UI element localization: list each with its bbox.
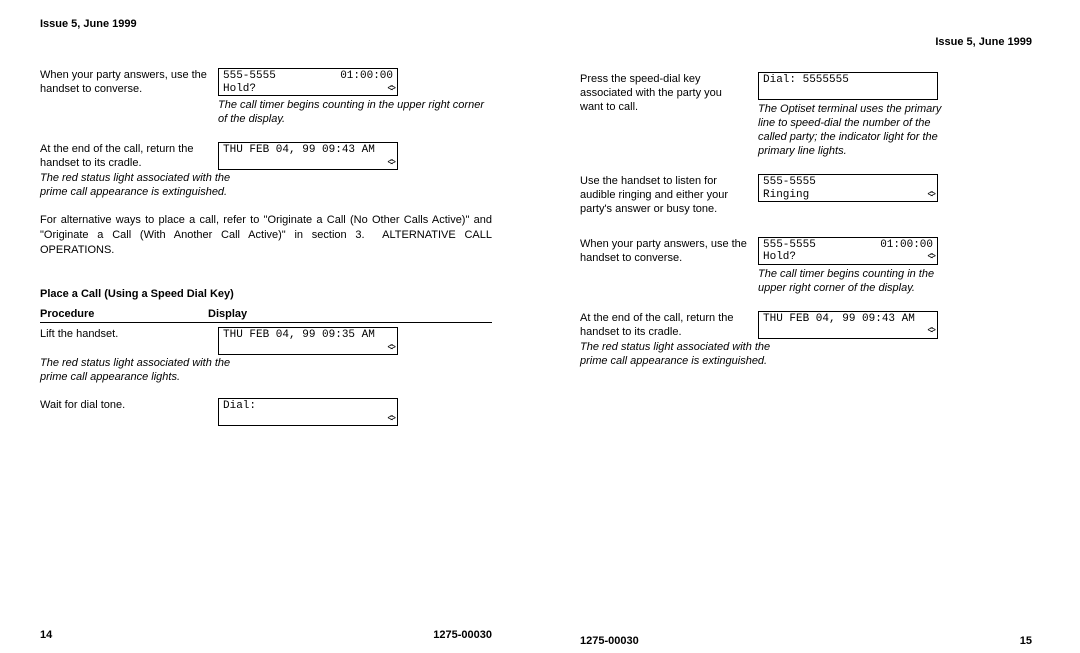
step-row: When your party answers, use the handset… — [580, 237, 1032, 309]
lcd-line: Dial: 5555555 — [763, 74, 849, 87]
lcd-display: THU FEB 04, 99 09:35 AM <> — [218, 327, 398, 355]
diamond-icon: <> — [387, 342, 393, 354]
step-row: Wait for dial tone. Dial: <> — [40, 398, 492, 426]
lcd-line: 01:00:00 — [880, 239, 933, 252]
lcd-line: 01:00:00 — [340, 70, 393, 83]
lcd-line: 555-5555 — [223, 70, 276, 83]
procedure-text: Press the speed-dial key associated with… — [580, 72, 758, 114]
step-row: At the end of the call, return the hands… — [580, 311, 1032, 339]
lcd-display: Dial: <> — [218, 398, 398, 426]
paragraph: For alternative ways to place a call, re… — [40, 213, 492, 258]
lcd-display: 555-5555 Ringing <> — [758, 174, 938, 202]
procedure-text: Lift the handset. — [40, 327, 218, 341]
diamond-icon: <> — [387, 157, 393, 169]
lcd-line: 555-5555 — [763, 239, 816, 252]
lcd-display: 555-5555 01:00:00 Hold? <> — [758, 237, 938, 265]
lcd-display: THU FEB 04, 99 09:43 AM <> — [758, 311, 938, 339]
doc-number: 1275-00030 — [433, 629, 492, 641]
lcd-line: 555-5555 — [763, 176, 816, 189]
diamond-icon: <> — [387, 413, 393, 425]
italic-note: The call timer begins counting in the up… — [218, 98, 492, 126]
display-col: Dial: 5555555 The Optiset terminal uses … — [758, 72, 1032, 172]
step-row: Lift the handset. THU FEB 04, 99 09:35 A… — [40, 327, 492, 355]
step-row: Use the handset to listen for audible ri… — [580, 174, 1032, 216]
page-number: 15 — [1020, 635, 1032, 647]
step-row: When your party answers, use the handset… — [40, 68, 492, 140]
step-row: Press the speed-dial key associated with… — [580, 72, 1032, 172]
lcd-line: Ringing — [763, 189, 809, 202]
display-col: THU FEB 04, 99 09:35 AM <> — [218, 327, 492, 355]
doc-number: 1275-00030 — [580, 635, 639, 647]
lcd-line: Dial: — [223, 400, 256, 413]
diamond-icon: <> — [927, 251, 933, 264]
table-header: Procedure Display — [40, 308, 492, 323]
col-header-procedure: Procedure — [40, 308, 208, 320]
lcd-display: THU FEB 04, 99 09:43 AM <> — [218, 142, 398, 170]
display-col: 555-5555 01:00:00 Hold? <> The call timer … — [758, 237, 1032, 309]
lcd-line: THU FEB 04, 99 09:43 AM — [763, 313, 915, 326]
italic-note: The call timer begins counting in the up… — [758, 267, 948, 295]
display-col: THU FEB 04, 99 09:43 AM <> — [758, 311, 1032, 339]
italic-note: The red status light associated with the… — [580, 340, 780, 368]
display-col: THU FEB 04, 99 09:43 AM <> — [218, 142, 492, 170]
lcd-line: THU FEB 04, 99 09:35 AM — [223, 329, 375, 342]
col-header-display: Display — [208, 308, 247, 320]
page-number: 14 — [40, 629, 52, 641]
left-page: Issue 5, June 1999 When your party answe… — [0, 0, 540, 653]
footer: 1275-00030 15 — [580, 635, 1032, 647]
footer: 14 1275-00030 — [40, 629, 492, 641]
italic-note: The red status light associated with the… — [40, 356, 240, 384]
procedure-text: At the end of the call, return the hands… — [40, 142, 218, 170]
italic-note: The Optiset terminal uses the primary li… — [758, 102, 948, 158]
procedure-text: When your party answers, use the handset… — [40, 68, 218, 96]
diamond-icon: <> — [927, 325, 933, 337]
display-col: 555-5555 01:00:00 Hold? <> The call timer … — [218, 68, 492, 140]
procedure-text: At the end of the call, return the hands… — [580, 311, 758, 339]
lcd-display: Dial: 5555555 — [758, 72, 938, 100]
italic-note: The red status light associated with the… — [40, 171, 240, 199]
right-page: Issue 5, June 1999 Press the speed-dial … — [540, 0, 1080, 653]
issue-label: Issue 5, June 1999 — [40, 18, 492, 30]
issue-label: Issue 5, June 1999 — [580, 36, 1032, 48]
procedure-text: Use the handset to listen for audible ri… — [580, 174, 758, 216]
lcd-line: THU FEB 04, 99 09:43 AM — [223, 144, 375, 157]
display-col: 555-5555 Ringing <> — [758, 174, 1032, 202]
lcd-line: Hold? — [763, 251, 796, 264]
lcd-display: 555-5555 01:00:00 Hold? <> — [218, 68, 398, 96]
procedure-text: Wait for dial tone. — [40, 398, 218, 412]
diamond-icon: <> — [387, 83, 393, 96]
lcd-line: Hold? — [223, 83, 256, 96]
diamond-icon: <> — [927, 189, 933, 202]
section-heading: Place a Call (Using a Speed Dial Key) — [40, 288, 492, 300]
step-row: At the end of the call, return the hands… — [40, 142, 492, 170]
procedure-text: When your party answers, use the handset… — [580, 237, 758, 265]
display-col: Dial: <> — [218, 398, 492, 426]
